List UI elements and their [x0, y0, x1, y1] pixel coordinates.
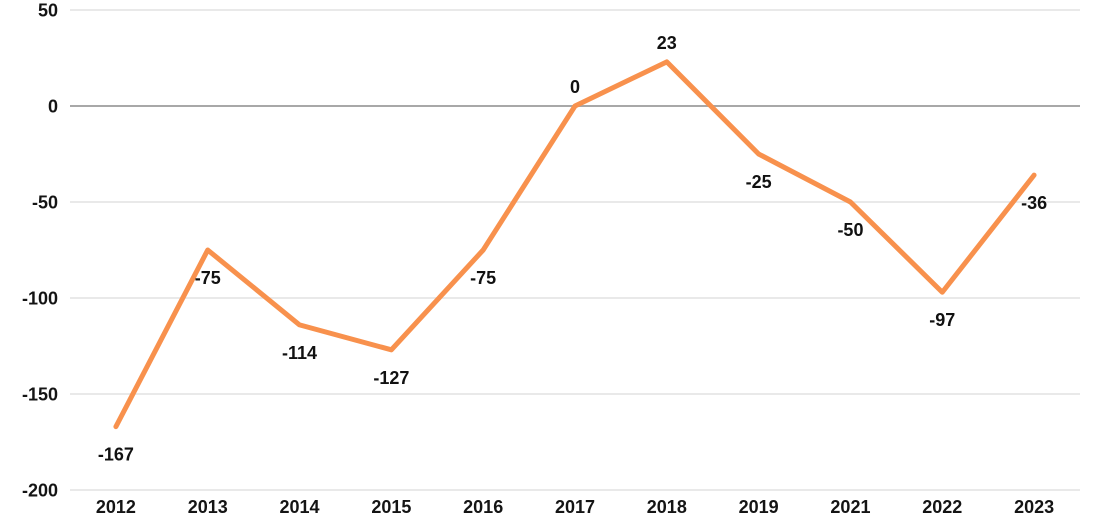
data-label: 0 [570, 77, 580, 97]
data-label: 23 [657, 33, 677, 53]
y-tick-label: -150 [22, 385, 58, 405]
y-tick-label: 50 [38, 1, 58, 21]
x-tick-label: 2012 [96, 497, 136, 517]
x-tick-label: 2022 [922, 497, 962, 517]
data-label: -75 [470, 268, 496, 288]
x-tick-label: 2018 [647, 497, 687, 517]
x-tick-label: 2013 [188, 497, 228, 517]
x-tick-label: 2019 [739, 497, 779, 517]
data-label: -97 [929, 310, 955, 330]
series-line [113, 59, 1037, 430]
data-label: -167 [98, 445, 134, 465]
x-tick-label: 2021 [830, 497, 870, 517]
data-label: -25 [746, 172, 772, 192]
x-tick-label: 2023 [1014, 497, 1054, 517]
y-tick-label: -100 [22, 289, 58, 309]
data-label: -50 [837, 220, 863, 240]
data-label: -75 [195, 268, 221, 288]
x-tick-label: 2014 [280, 497, 320, 517]
x-tick-label: 2015 [371, 497, 411, 517]
data-label: -36 [1021, 193, 1047, 213]
y-tick-label: -200 [22, 481, 58, 501]
y-tick-label: -50 [32, 193, 58, 213]
y-tick-label: 0 [48, 97, 58, 117]
x-tick-label: 2017 [555, 497, 595, 517]
data-label: -114 [282, 343, 317, 363]
data-label: -127 [373, 368, 409, 388]
x-tick-label: 2016 [463, 497, 503, 517]
